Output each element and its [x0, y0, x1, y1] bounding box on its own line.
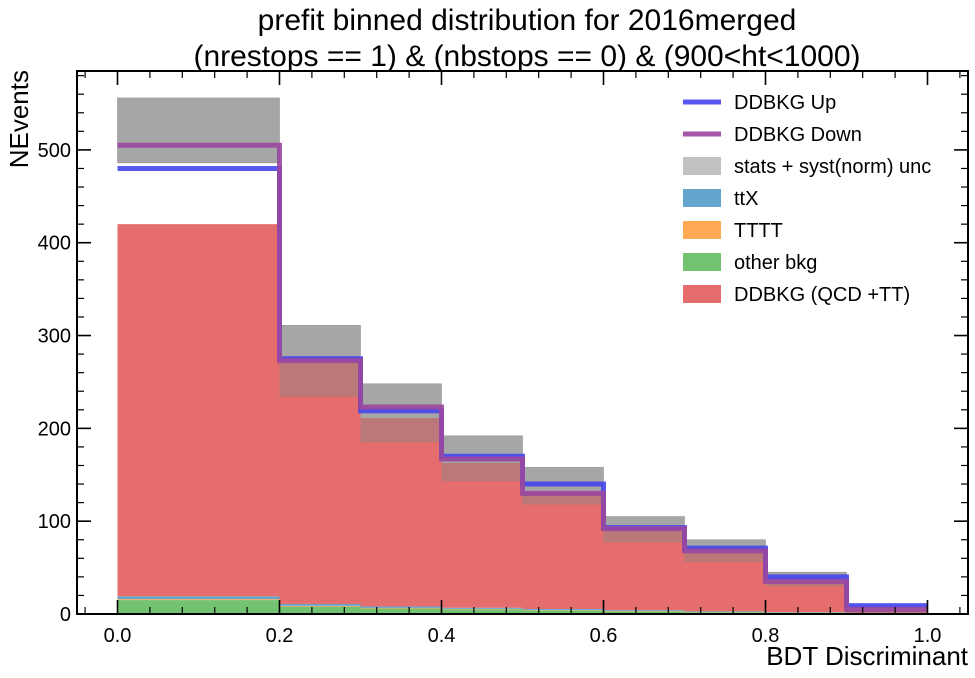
legend-label: TTTT [734, 220, 783, 242]
legend-swatch-patch [683, 221, 721, 239]
plot-frame [76, 70, 969, 615]
bar-ddbkg-qcd-tt- [603, 528, 685, 611]
bar-ttx [522, 608, 604, 610]
line-ddbkg-down [117, 142, 928, 612]
bar-ddbkg-qcd-tt- [684, 551, 766, 612]
y-axis-label: NEvents [4, 70, 34, 168]
bar-tttt [360, 607, 442, 609]
bar-tttt [117, 599, 280, 601]
x-tick-label: 0.4 [428, 625, 456, 647]
unc-band-bin [117, 97, 280, 164]
bar-ddbkg-qcd-tt- [117, 224, 280, 597]
x-tick-label: 1.0 [914, 625, 942, 647]
y-tick-label: 400 [38, 233, 71, 255]
legend-label: stats + syst(norm) unc [734, 156, 931, 178]
bar-ttx [117, 596, 280, 600]
legend-swatch-patch [683, 285, 721, 303]
legend-item: other bkg [683, 252, 817, 274]
x-axis-label: BDT Discriminant [766, 641, 969, 671]
legend-label: other bkg [734, 252, 817, 274]
chart-title-line-2: (nrestops == 1) & (nbstops == 0) & (900<… [193, 40, 860, 73]
legend-label: DDBKG (QCD +TT) [734, 284, 910, 306]
bar-other-bkg [360, 608, 442, 614]
bar-ttx [603, 610, 685, 611]
legend-swatch-patch [683, 189, 721, 207]
bar-other-bkg [279, 606, 361, 614]
bar-ddbkg-qcd-tt- [765, 582, 847, 613]
bar-other-bkg [603, 611, 685, 614]
bar-other-bkg [441, 609, 523, 614]
axes: 0.0 0.2 0.4 0.6 0.8 1.0 0 100 200 300 400 500 [38, 70, 969, 647]
x-tick-label: 0.2 [266, 625, 294, 647]
bar-ddbkg-qcd-tt- [522, 492, 604, 609]
legend-item: DDBKG Down [683, 124, 862, 146]
y-tick-label: 300 [38, 326, 71, 348]
legend-item: ttX [683, 188, 758, 210]
legend-item: DDBKG Up [683, 92, 836, 114]
legend-label: DDBKG Down [734, 124, 862, 146]
y-tick-label: 200 [38, 418, 71, 440]
unc-overlay-bin [117, 97, 280, 163]
stacked-histograms [117, 97, 928, 614]
legend-swatch-patch [683, 253, 721, 271]
legend: DDBKG Up DDBKG Down stats + syst(norm) unc… [683, 92, 931, 306]
chart-title-line-1: prefit binned distribution for 2016merge… [258, 4, 797, 37]
y-tick-label: 500 [38, 140, 71, 162]
bar-other-bkg [117, 600, 280, 614]
bar-ddbkg-qcd-tt- [360, 418, 442, 607]
bar-ddbkg-qcd-tt- [279, 360, 361, 604]
legend-label: ttX [734, 188, 758, 210]
x-tick-label: 0.6 [590, 625, 618, 647]
bar-other-bkg [522, 610, 604, 614]
x-tick-label: 0.8 [752, 625, 780, 647]
legend-item: stats + syst(norm) unc [683, 156, 931, 178]
bar-tttt [279, 605, 361, 607]
legend-item: TTTT [683, 220, 783, 242]
x-tick-label: 0.0 [104, 625, 132, 647]
bar-ttx [279, 603, 361, 606]
legend-item: DDBKG (QCD +TT) [683, 284, 910, 306]
y-tick-label: 100 [38, 511, 71, 533]
variation-lines [117, 142, 928, 612]
bar-ttx [684, 611, 766, 612]
bar-ttx [360, 606, 442, 608]
bar-ttx [441, 607, 523, 609]
y-tick-label: 0 [60, 604, 71, 626]
bar-ddbkg-qcd-tt- [441, 462, 523, 608]
legend-swatch-patch [683, 157, 721, 175]
legend-label: DDBKG Up [734, 92, 836, 114]
